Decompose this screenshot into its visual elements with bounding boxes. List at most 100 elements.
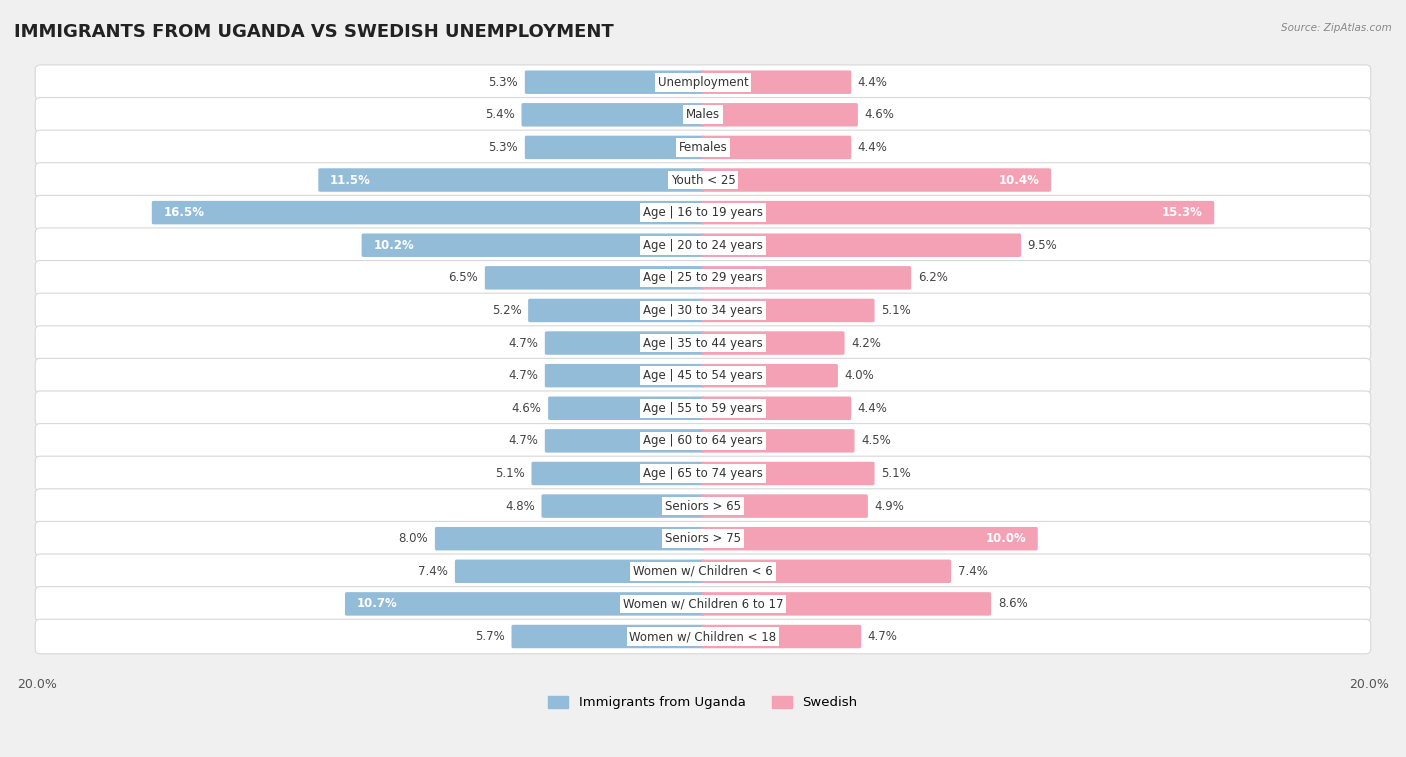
FancyBboxPatch shape [152, 201, 704, 224]
Legend: Immigrants from Uganda, Swedish: Immigrants from Uganda, Swedish [543, 690, 863, 715]
Text: 6.5%: 6.5% [449, 271, 478, 285]
FancyBboxPatch shape [702, 429, 855, 453]
FancyBboxPatch shape [35, 587, 1371, 621]
FancyBboxPatch shape [485, 266, 704, 290]
Text: 4.7%: 4.7% [868, 630, 898, 643]
Text: 8.0%: 8.0% [398, 532, 429, 545]
FancyBboxPatch shape [702, 103, 858, 126]
FancyBboxPatch shape [35, 260, 1371, 295]
Text: Unemployment: Unemployment [658, 76, 748, 89]
FancyBboxPatch shape [35, 98, 1371, 132]
Text: Age | 16 to 19 years: Age | 16 to 19 years [643, 206, 763, 219]
FancyBboxPatch shape [702, 527, 1038, 550]
FancyBboxPatch shape [35, 195, 1371, 230]
Text: Source: ZipAtlas.com: Source: ZipAtlas.com [1281, 23, 1392, 33]
Text: 4.6%: 4.6% [512, 402, 541, 415]
FancyBboxPatch shape [529, 299, 704, 322]
Text: 7.4%: 7.4% [419, 565, 449, 578]
Text: 5.1%: 5.1% [495, 467, 524, 480]
Text: 4.7%: 4.7% [508, 369, 538, 382]
FancyBboxPatch shape [318, 168, 704, 192]
Text: Youth < 25: Youth < 25 [671, 173, 735, 186]
Text: 4.4%: 4.4% [858, 76, 887, 89]
FancyBboxPatch shape [344, 592, 704, 615]
Text: Age | 55 to 59 years: Age | 55 to 59 years [643, 402, 763, 415]
FancyBboxPatch shape [702, 299, 875, 322]
FancyBboxPatch shape [544, 429, 704, 453]
FancyBboxPatch shape [35, 489, 1371, 523]
FancyBboxPatch shape [702, 201, 1215, 224]
FancyBboxPatch shape [544, 364, 704, 388]
FancyBboxPatch shape [702, 462, 875, 485]
FancyBboxPatch shape [35, 65, 1371, 99]
FancyBboxPatch shape [702, 136, 851, 159]
Text: Males: Males [686, 108, 720, 121]
FancyBboxPatch shape [702, 494, 868, 518]
Text: 4.8%: 4.8% [505, 500, 534, 512]
Text: Age | 20 to 24 years: Age | 20 to 24 years [643, 238, 763, 252]
Text: 4.4%: 4.4% [858, 402, 887, 415]
FancyBboxPatch shape [35, 130, 1371, 165]
FancyBboxPatch shape [702, 266, 911, 290]
Text: Age | 45 to 54 years: Age | 45 to 54 years [643, 369, 763, 382]
Text: 10.2%: 10.2% [373, 238, 413, 252]
FancyBboxPatch shape [35, 554, 1371, 589]
Text: 5.4%: 5.4% [485, 108, 515, 121]
FancyBboxPatch shape [35, 391, 1371, 425]
FancyBboxPatch shape [35, 358, 1371, 393]
FancyBboxPatch shape [544, 332, 704, 355]
Text: IMMIGRANTS FROM UGANDA VS SWEDISH UNEMPLOYMENT: IMMIGRANTS FROM UGANDA VS SWEDISH UNEMPL… [14, 23, 614, 41]
FancyBboxPatch shape [35, 326, 1371, 360]
FancyBboxPatch shape [702, 592, 991, 615]
Text: Age | 60 to 64 years: Age | 60 to 64 years [643, 435, 763, 447]
FancyBboxPatch shape [35, 456, 1371, 491]
FancyBboxPatch shape [524, 136, 704, 159]
Text: 10.0%: 10.0% [986, 532, 1026, 545]
FancyBboxPatch shape [531, 462, 704, 485]
Text: 10.7%: 10.7% [357, 597, 398, 610]
Text: Females: Females [679, 141, 727, 154]
Text: 7.4%: 7.4% [957, 565, 987, 578]
FancyBboxPatch shape [512, 625, 704, 648]
FancyBboxPatch shape [702, 332, 845, 355]
Text: 5.2%: 5.2% [492, 304, 522, 317]
Text: Age | 25 to 29 years: Age | 25 to 29 years [643, 271, 763, 285]
FancyBboxPatch shape [522, 103, 704, 126]
Text: Age | 65 to 74 years: Age | 65 to 74 years [643, 467, 763, 480]
Text: 9.5%: 9.5% [1028, 238, 1057, 252]
FancyBboxPatch shape [702, 397, 851, 420]
Text: 5.3%: 5.3% [488, 141, 519, 154]
Text: 4.6%: 4.6% [865, 108, 894, 121]
FancyBboxPatch shape [702, 559, 950, 583]
Text: 16.5%: 16.5% [163, 206, 204, 219]
FancyBboxPatch shape [35, 619, 1371, 654]
Text: 4.4%: 4.4% [858, 141, 887, 154]
FancyBboxPatch shape [702, 364, 838, 388]
Text: 5.7%: 5.7% [475, 630, 505, 643]
Text: 4.7%: 4.7% [508, 435, 538, 447]
FancyBboxPatch shape [361, 233, 704, 257]
FancyBboxPatch shape [35, 228, 1371, 263]
Text: 4.9%: 4.9% [875, 500, 904, 512]
Text: Women w/ Children 6 to 17: Women w/ Children 6 to 17 [623, 597, 783, 610]
FancyBboxPatch shape [702, 625, 862, 648]
Text: 4.2%: 4.2% [851, 337, 882, 350]
Text: 8.6%: 8.6% [998, 597, 1028, 610]
Text: Age | 35 to 44 years: Age | 35 to 44 years [643, 337, 763, 350]
Text: 10.4%: 10.4% [998, 173, 1039, 186]
Text: Age | 30 to 34 years: Age | 30 to 34 years [643, 304, 763, 317]
Text: 5.1%: 5.1% [882, 467, 911, 480]
Text: Women w/ Children < 18: Women w/ Children < 18 [630, 630, 776, 643]
Text: Women w/ Children < 6: Women w/ Children < 6 [633, 565, 773, 578]
FancyBboxPatch shape [456, 559, 704, 583]
Text: 5.3%: 5.3% [488, 76, 519, 89]
Text: 5.1%: 5.1% [882, 304, 911, 317]
Text: 4.5%: 4.5% [862, 435, 891, 447]
FancyBboxPatch shape [541, 494, 704, 518]
FancyBboxPatch shape [35, 163, 1371, 198]
Text: 11.5%: 11.5% [330, 173, 371, 186]
FancyBboxPatch shape [434, 527, 704, 550]
FancyBboxPatch shape [702, 70, 851, 94]
Text: 4.7%: 4.7% [508, 337, 538, 350]
FancyBboxPatch shape [524, 70, 704, 94]
